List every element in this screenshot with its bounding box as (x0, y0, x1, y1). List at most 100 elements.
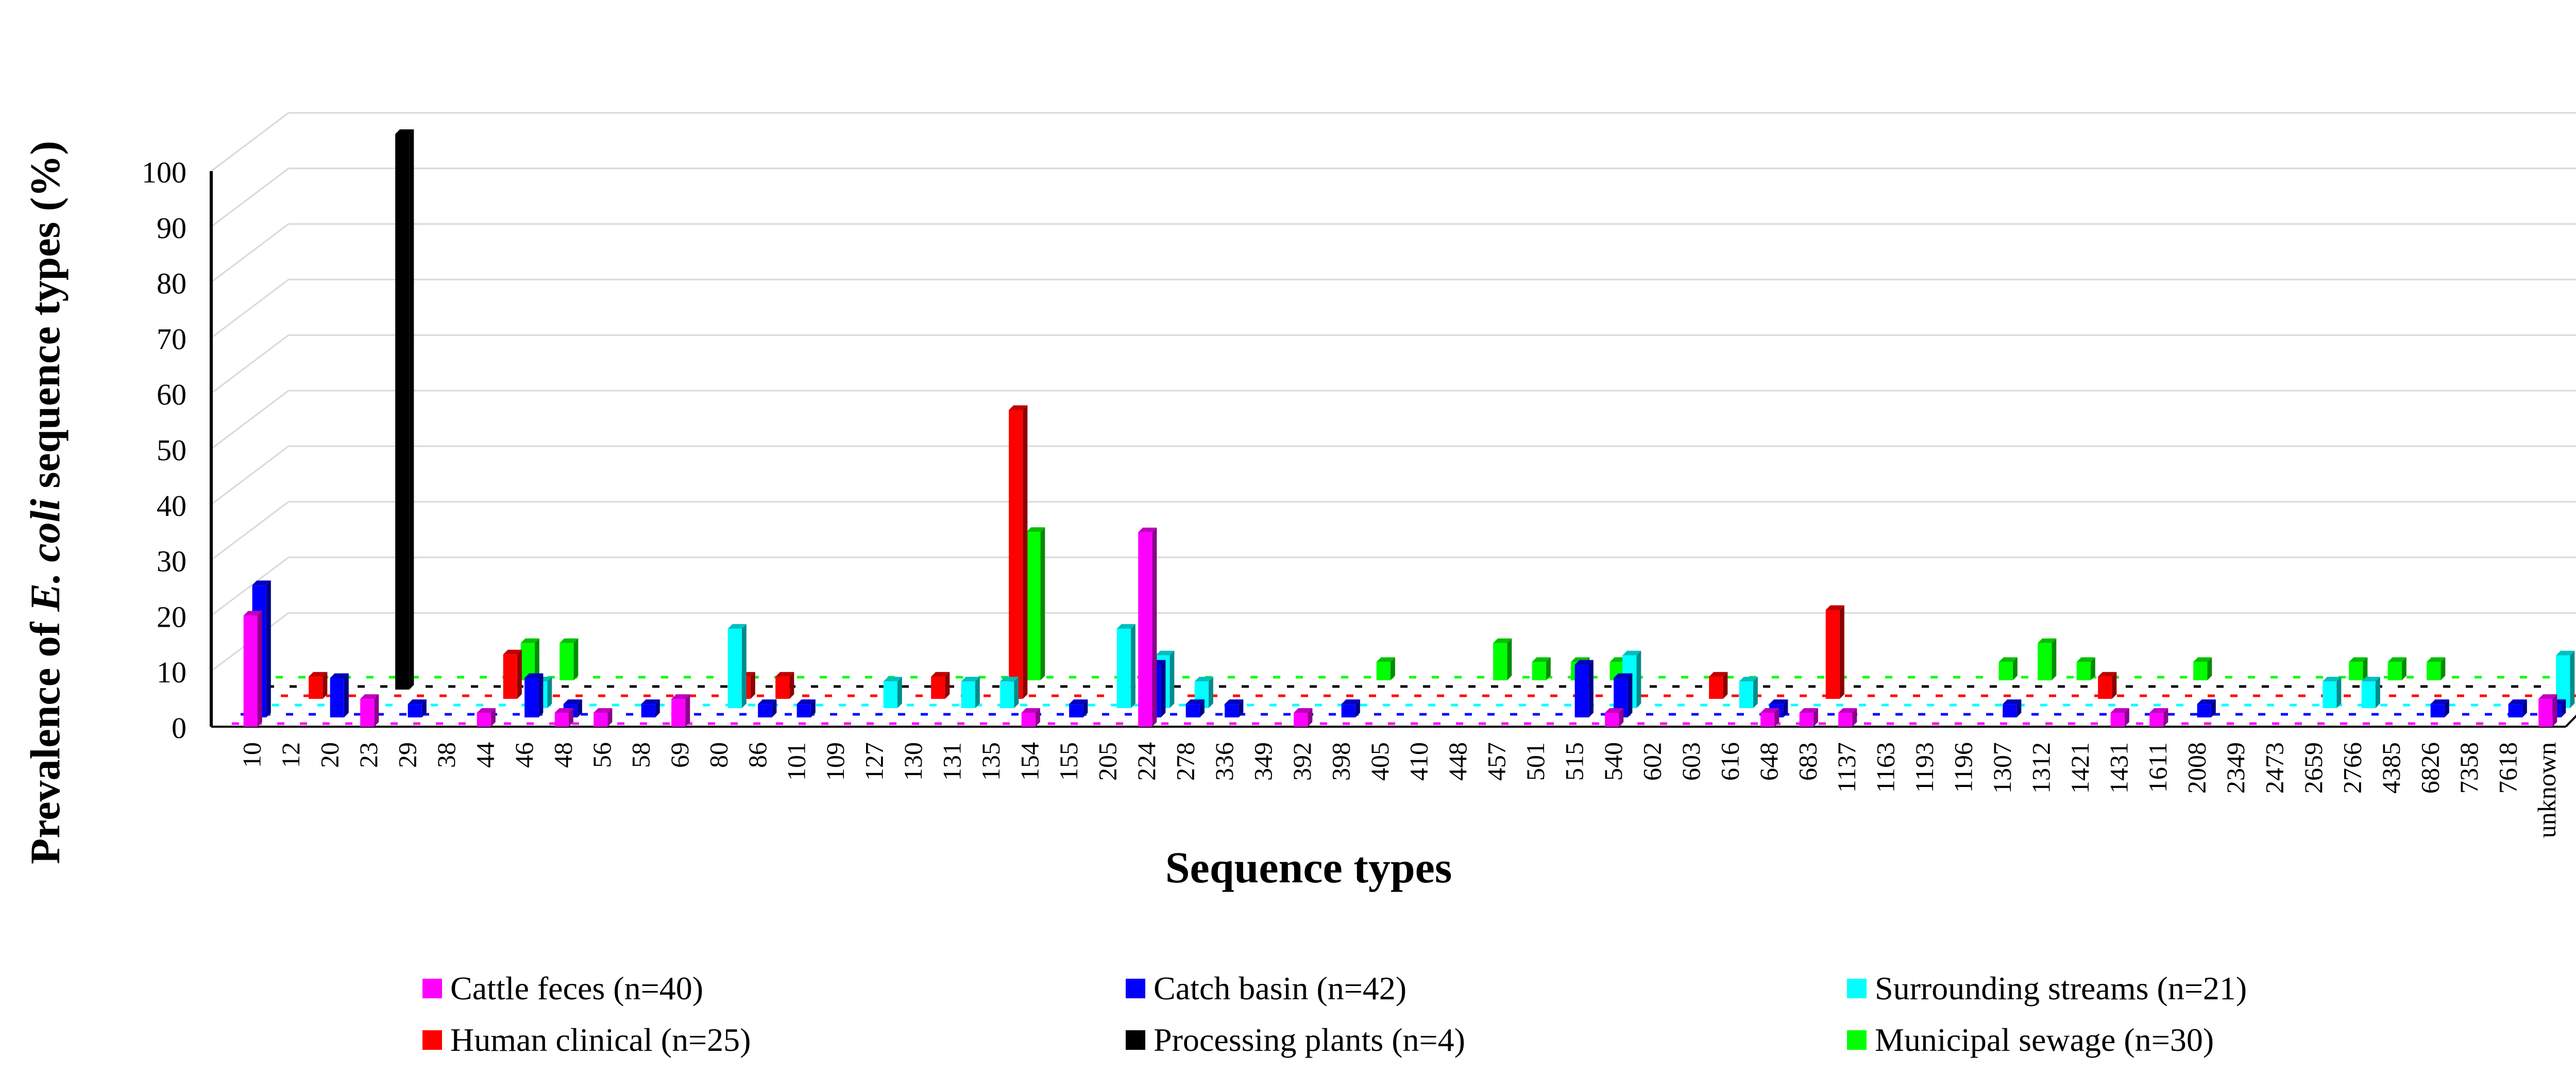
bar (395, 129, 414, 690)
bar (1838, 708, 1857, 727)
bar-side (1507, 638, 1512, 680)
gridlines (211, 112, 2576, 672)
bar-top (2076, 657, 2095, 662)
bar-top (1760, 708, 1780, 713)
bar-side (1239, 699, 1244, 717)
bar-top (1069, 699, 1088, 705)
bar-front (408, 704, 422, 717)
bar-front (524, 678, 539, 717)
bar-side (945, 672, 950, 699)
bar (1998, 657, 2018, 680)
bar-front (1225, 704, 1239, 717)
legend-label: Catch basin (n=42) (1154, 970, 1407, 1007)
bar-front (641, 704, 655, 717)
gridline-side (211, 112, 289, 172)
bar-side (2363, 657, 2368, 680)
bar-side (1636, 650, 1641, 708)
x-tick-label: 58 (626, 742, 655, 768)
bar-side (2163, 708, 2168, 727)
legend-item: Cattle feces (n=40) (422, 972, 703, 1005)
bar-front (931, 676, 945, 699)
bar-top (1294, 708, 1313, 713)
bar-front (2427, 662, 2441, 680)
bar-front (1998, 662, 2013, 680)
bar-top (2556, 650, 2575, 656)
y-tick-label: 70 (157, 322, 187, 356)
x-tick-label: 448 (1443, 742, 1472, 781)
bar-top (524, 673, 544, 678)
legend-label: Human clinical (n=25) (450, 1021, 751, 1058)
bar (503, 649, 522, 699)
x-tick-label: 86 (743, 742, 772, 768)
bar-top (2098, 672, 2117, 677)
bar-side (568, 708, 573, 727)
x-tick-label: unknown (2532, 742, 2561, 838)
bar-front (883, 681, 897, 708)
bar-front (1739, 681, 1753, 708)
floor-right-edge (2565, 714, 2576, 728)
bar-top (477, 708, 496, 713)
y-tick-label: 90 (157, 211, 187, 245)
bar-side (1161, 660, 1166, 717)
bar (1341, 699, 1360, 717)
bar-side (1628, 673, 1633, 717)
x-tick-label: 2659 (2299, 742, 2328, 794)
x-tick-label: 602 (1637, 742, 1666, 781)
x-tick-label: 398 (1326, 742, 1355, 781)
bar-side (2090, 657, 2095, 680)
bar-front (2038, 643, 2052, 680)
bar (961, 677, 980, 708)
bar-side (2561, 699, 2566, 717)
x-tick-label: 20 (315, 742, 344, 768)
y-tick-label: 50 (157, 433, 187, 467)
legend-label: Municipal sewage (n=30) (1875, 1021, 2214, 1058)
bar (1185, 699, 1205, 717)
bar (1739, 677, 1758, 708)
bar (727, 624, 747, 708)
bar (330, 673, 349, 717)
bar-front (1376, 662, 1391, 680)
bar-front (727, 628, 742, 708)
bar-top (2427, 657, 2446, 662)
bar-front (1760, 713, 1775, 727)
x-tick-label: 648 (1754, 742, 1783, 781)
bar (309, 672, 328, 699)
legend-item: Municipal sewage (n=30) (1847, 1024, 2214, 1057)
gridline-side (211, 445, 289, 505)
x-tick-label: 392 (1287, 742, 1316, 781)
bar (1138, 527, 1157, 727)
bar-top (1622, 650, 1641, 656)
bar-side (741, 624, 747, 708)
x-tick-label: 1611 (2143, 742, 2172, 793)
bar-top (560, 638, 579, 643)
bar-side (538, 673, 544, 717)
bar-top (2387, 657, 2406, 662)
x-tick-label: 101 (782, 742, 810, 781)
x-tick-label: 336 (1210, 742, 1239, 781)
bar (1069, 699, 1088, 717)
bar-side (1546, 657, 1551, 680)
bar-top (1574, 660, 1594, 665)
x-tick-label: 48 (548, 742, 577, 768)
x-tick-label: 1137 (1832, 742, 1861, 793)
y-tick-label: 0 (172, 711, 187, 745)
x-tick-label: 130 (899, 742, 927, 781)
bar-top (758, 699, 777, 705)
bar (2387, 657, 2406, 680)
bar-top (1605, 708, 1624, 713)
x-tick-label: 131 (937, 742, 966, 781)
bar-front (560, 643, 574, 680)
bar-front (1574, 664, 1589, 717)
bar (1294, 708, 1313, 727)
bar-front (2538, 699, 2553, 727)
bar (1532, 657, 1551, 680)
bar-front (1294, 713, 1308, 727)
bar-side (607, 708, 613, 727)
bar-side (2552, 694, 2557, 727)
x-tick-label: 2349 (2221, 742, 2250, 794)
bar-top (503, 649, 522, 655)
y-tick-label: 60 (157, 378, 187, 411)
bar-top (1799, 708, 1818, 713)
bar-top (931, 672, 950, 677)
